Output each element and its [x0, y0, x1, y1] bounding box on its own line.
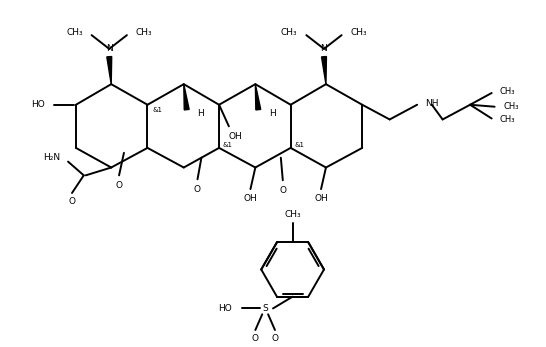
Text: O: O	[271, 334, 278, 343]
Text: CH₃: CH₃	[503, 102, 519, 111]
Text: HO: HO	[31, 100, 45, 109]
Polygon shape	[184, 84, 189, 110]
Text: H: H	[269, 109, 276, 118]
Text: &1: &1	[152, 107, 162, 113]
Text: HO: HO	[218, 304, 232, 313]
Text: N: N	[321, 44, 328, 53]
Text: CH₃: CH₃	[66, 28, 83, 37]
Text: OH: OH	[244, 194, 257, 203]
Text: CH₃: CH₃	[284, 210, 301, 219]
Text: OH: OH	[314, 194, 328, 203]
Text: H: H	[198, 109, 204, 118]
Text: O: O	[116, 181, 122, 190]
Text: O: O	[252, 334, 259, 343]
Text: OH: OH	[229, 132, 242, 141]
Text: &1: &1	[295, 142, 305, 148]
Polygon shape	[256, 84, 261, 110]
Text: CH₃: CH₃	[500, 115, 515, 124]
Text: H₂N: H₂N	[43, 153, 60, 162]
Text: N: N	[106, 44, 112, 53]
Text: O: O	[68, 197, 75, 206]
Text: NH: NH	[425, 99, 438, 108]
Text: O: O	[194, 185, 201, 194]
Text: CH₃: CH₃	[351, 28, 367, 37]
Polygon shape	[107, 57, 112, 84]
Text: &1: &1	[223, 142, 233, 148]
Polygon shape	[322, 57, 327, 84]
Text: S: S	[262, 304, 268, 313]
Text: CH₃: CH₃	[500, 86, 515, 95]
Text: O: O	[280, 186, 286, 195]
Text: CH₃: CH₃	[281, 28, 298, 37]
Text: CH₃: CH₃	[136, 28, 152, 37]
